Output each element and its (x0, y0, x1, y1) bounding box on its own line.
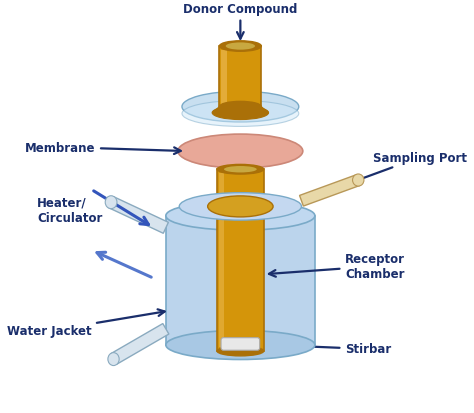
Polygon shape (166, 216, 315, 345)
Ellipse shape (212, 107, 269, 120)
Polygon shape (219, 47, 261, 107)
Text: Water Jacket: Water Jacket (7, 310, 164, 337)
Ellipse shape (166, 331, 315, 360)
Ellipse shape (219, 102, 261, 113)
Text: Heater/
Circulator: Heater/ Circulator (37, 196, 102, 224)
Polygon shape (110, 324, 169, 364)
Text: Stirbar: Stirbar (247, 341, 392, 356)
Ellipse shape (226, 43, 255, 50)
Ellipse shape (217, 347, 264, 356)
Text: Sampling Port: Sampling Port (343, 151, 467, 187)
Polygon shape (300, 175, 360, 206)
Ellipse shape (217, 165, 264, 175)
FancyBboxPatch shape (221, 338, 260, 350)
Polygon shape (217, 170, 264, 351)
Ellipse shape (182, 101, 299, 127)
Ellipse shape (108, 353, 119, 366)
Ellipse shape (353, 175, 364, 187)
Text: Receptor
Chamber: Receptor Chamber (269, 253, 405, 280)
Ellipse shape (219, 42, 261, 52)
Polygon shape (219, 174, 224, 347)
Ellipse shape (208, 197, 273, 217)
Ellipse shape (105, 196, 117, 209)
Ellipse shape (224, 166, 257, 173)
Polygon shape (109, 197, 168, 234)
Polygon shape (212, 107, 269, 114)
Text: Donor Compound: Donor Compound (183, 3, 298, 40)
Ellipse shape (182, 92, 299, 123)
Ellipse shape (166, 202, 315, 231)
Ellipse shape (178, 135, 303, 169)
Ellipse shape (179, 193, 301, 221)
Text: Membrane: Membrane (25, 141, 181, 154)
Ellipse shape (180, 140, 301, 169)
Polygon shape (221, 51, 228, 105)
